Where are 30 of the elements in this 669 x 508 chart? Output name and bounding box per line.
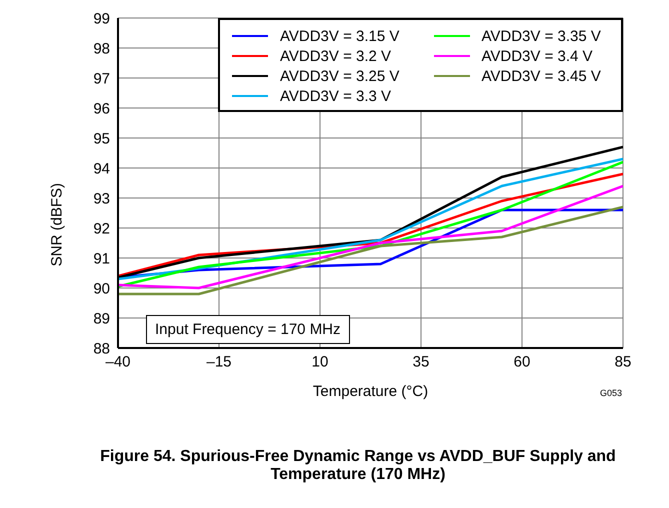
y-tick-label: 90 (93, 280, 110, 298)
y-tick-label: 96 (93, 100, 110, 118)
text: G053 (600, 388, 622, 398)
line-series (118, 206, 623, 296)
x-tick-label: 10 (312, 354, 328, 371)
line-series (118, 184, 623, 290)
legend-label: AVDD3V = 3.15 V (280, 28, 400, 44)
x-tick-label: 60 (514, 354, 530, 371)
y-tick-label: 95 (93, 130, 110, 148)
y-tick-label: 98 (93, 40, 110, 58)
legend-label: AVDD3V = 3.45 V (482, 68, 601, 84)
y-tick-label: 99 (93, 10, 110, 28)
y-tick-label: 91 (93, 250, 110, 268)
y-tick-label: 89 (93, 310, 110, 328)
y-tick-label: 92 (93, 220, 110, 238)
legend-label: AVDD3V = 3.3 V (280, 88, 392, 104)
legend-label: AVDD3V = 3.35 V (482, 28, 601, 44)
x-tick-label: 35 (412, 354, 430, 371)
y-axis-title: SNR (dBFS) (48, 182, 66, 266)
y-tick-label: 94 (93, 160, 110, 178)
legend-label: AVDD3V = 3.4 V (482, 48, 593, 64)
y-tick-label: 97 (93, 70, 110, 88)
x-tick-label: –15 (206, 354, 232, 371)
annotation: Input Frequency = 170 MHz (146, 315, 350, 344)
x-axis-title: Temperature (°C) (312, 383, 428, 400)
legend-label: AVDD3V = 3.2 V (280, 48, 392, 64)
legend-label: AVDD3V = 3.25 V (280, 68, 400, 84)
text: Figure 54. Spurious-Free Dynamic Range vs AVDD_BUF Supply and Temperature (170 MHz) (99, 448, 617, 484)
y-tick-label: 93 (93, 190, 110, 208)
x-tick-label: 85 (614, 354, 632, 371)
